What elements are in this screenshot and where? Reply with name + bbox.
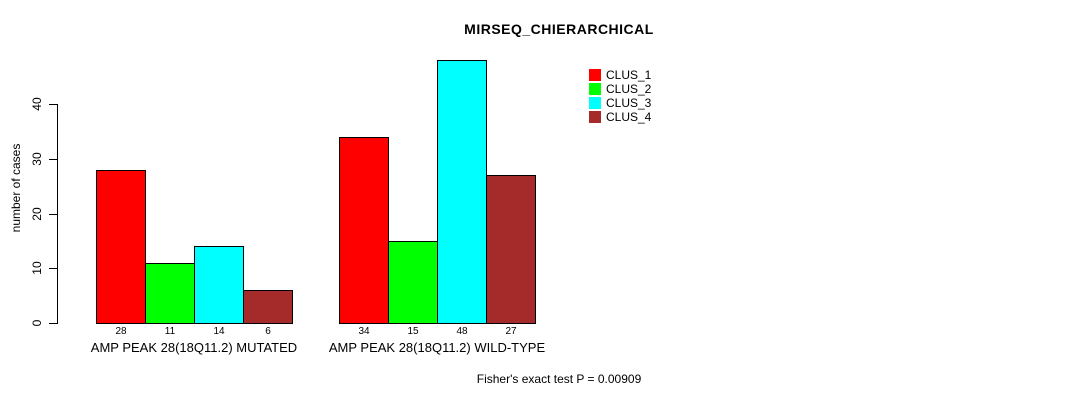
legend-label: CLUS_2	[606, 82, 652, 96]
bar-clus_4-group2	[486, 175, 536, 324]
y-axis-tick-label: 10	[30, 261, 44, 275]
legend-row: CLUS_4	[589, 110, 651, 124]
legend-row: CLUS_2	[589, 82, 651, 96]
legend-swatch-clus_4	[589, 111, 601, 123]
bar-value-label: 11	[164, 326, 176, 337]
bar-value-label: 15	[407, 326, 419, 337]
bar-value-label: 28	[115, 326, 127, 337]
y-axis-tick-label: 40	[30, 97, 44, 111]
legend-label: CLUS_4	[606, 110, 652, 124]
chart-title: MIRSEQ_CHIERARCHICAL	[464, 21, 654, 37]
legend-swatch-clus_1	[589, 69, 601, 81]
bar-clus_3-group2	[437, 60, 487, 324]
legend-row: CLUS_1	[589, 68, 651, 82]
fisher-test-annotation: Fisher's exact test P = 0.00909	[476, 372, 642, 386]
y-axis-tick	[49, 268, 57, 269]
bar-value-label: 14	[213, 326, 225, 337]
category-label: AMP PEAK 28(18Q11.2) MUTATED	[90, 340, 298, 355]
bar-value-label: 34	[358, 326, 370, 337]
bar-value-label: 27	[505, 326, 517, 337]
bar-value-label: 6	[265, 326, 271, 337]
bar-clus_3-group1	[194, 246, 244, 324]
legend-label: CLUS_1	[606, 68, 652, 82]
bar-clus_2-group2	[388, 241, 438, 324]
y-axis-title: number of cases	[9, 143, 23, 233]
y-axis-tick	[49, 323, 57, 324]
legend-swatch-clus_2	[589, 83, 601, 95]
bar-clus_2-group1	[145, 263, 195, 324]
bar-clus_1-group2	[339, 137, 389, 324]
y-axis-tick-label: 20	[30, 207, 44, 221]
bar-clus_4-group1	[243, 290, 293, 324]
y-axis-tick	[49, 214, 57, 215]
legend-row: CLUS_3	[589, 96, 651, 110]
category-label: AMP PEAK 28(18Q11.2) WILD-TYPE	[328, 340, 546, 355]
y-axis-tick-label: 30	[30, 152, 44, 166]
legend-label: CLUS_3	[606, 96, 652, 110]
legend-swatch-clus_3	[589, 97, 601, 109]
y-axis-tick	[49, 104, 57, 105]
y-axis-line	[57, 104, 58, 324]
bar-value-label: 48	[456, 326, 468, 337]
y-axis-tick	[49, 159, 57, 160]
y-axis-tick-label: 0	[30, 319, 44, 327]
bar-clus_1-group1	[96, 170, 146, 324]
legend: CLUS_1 CLUS_2 CLUS_3 CLUS_4	[589, 68, 651, 124]
